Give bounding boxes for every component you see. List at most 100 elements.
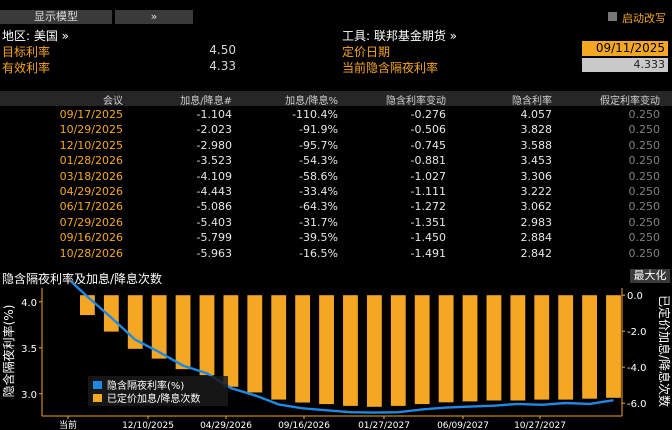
bar-mark [558, 295, 574, 400]
table-cell: 2.983 [520, 215, 553, 229]
table-row[interactable]: 07/29/2026 -5.403 -31.7% -1.351 2.983 0.250 [0, 215, 672, 230]
x-tick-label: 04/29/2026 [200, 421, 252, 430]
left-axis-title: 隐含隔夜利率(%) [1, 305, 16, 398]
table-cell: -54.3% [299, 154, 338, 168]
bar-mark [343, 295, 358, 406]
table-cell: -1.111 [410, 185, 446, 198]
left-tick-label: 3.5 [21, 344, 37, 355]
bar-mark [486, 295, 502, 401]
table-row[interactable]: 10/29/2025 -2.023 -91.9% -0.506 3.828 0.250 [0, 122, 672, 137]
table-cell: 3.306 [520, 169, 553, 183]
table-cell: -33.4% [299, 185, 338, 198]
table-cell: 0.250 [628, 200, 661, 214]
table-row[interactable]: 09/17/2025 -1.104 -110.4% -0.276 4.057 0.250 [0, 107, 672, 122]
table-cell: -110.4% [292, 108, 338, 121]
show-model-button[interactable]: 显示模型 [0, 10, 112, 24]
table-cell: 3.453 [520, 154, 553, 168]
bar-mark [175, 295, 191, 370]
column-header[interactable]: 会议 [103, 96, 123, 107]
column-header[interactable]: 隐含利率变动 [386, 96, 446, 107]
table-cell: 3.588 [520, 138, 553, 152]
maximize-button[interactable]: 最大化 [630, 269, 670, 283]
column-header[interactable]: 加息/降息# [180, 96, 232, 107]
table-row[interactable]: 12/10/2025 -2.980 -95.7% -0.745 3.588 0.250 [0, 138, 672, 153]
legend-label: 已定价加息/降息次数 [107, 392, 200, 405]
meeting-date-cell: 09/16/2026 [59, 231, 123, 245]
table-cell: -1.272 [410, 200, 446, 214]
table-row[interactable]: 06/17/2026 -5.086 -64.3% -1.272 3.062 0.250 [0, 199, 672, 214]
effective-rate-label: 有效利率 [2, 61, 51, 75]
bar-mark [319, 295, 334, 405]
bar-mark [151, 295, 167, 359]
column-header[interactable]: 假定利率变动 [600, 96, 660, 107]
table-cell: -1.104 [196, 108, 232, 121]
table-cell: 0.250 [628, 246, 661, 260]
chart-title: 隐含隔夜利率及加息/降息次数 [2, 272, 163, 286]
right-tick-label: -6.0 [627, 399, 647, 410]
launch-label[interactable]: 启动改写 [622, 12, 666, 25]
target-rate-value: 4.50 [209, 43, 236, 57]
table-cell: 2.842 [520, 246, 553, 260]
meeting-date-cell: 10/29/2025 [59, 123, 123, 137]
bar-mark [271, 295, 287, 400]
meeting-date-cell: 06/17/2026 [59, 200, 123, 214]
pricing-date-input[interactable]: 09/11/2025 [582, 41, 668, 56]
implied-rate-input[interactable]: 4.333 [582, 58, 668, 72]
table-cell: 3.222 [520, 185, 553, 198]
table-cell: -95.7% [299, 138, 338, 152]
table-cell: 0.250 [628, 108, 661, 121]
x-tick-label: 09/16/2026 [278, 421, 330, 430]
table-cell: -3.523 [196, 154, 232, 168]
column-header[interactable]: 加息/降息% [285, 96, 338, 107]
meeting-date-cell: 10/28/2026 [59, 246, 123, 260]
left-tick-label: 4.0 [21, 298, 37, 309]
table-cell: 0.250 [628, 231, 661, 245]
bar-mark [199, 295, 215, 376]
launch-checkbox[interactable] [608, 12, 617, 21]
x-tick-label: 12/10/2025 [122, 421, 174, 430]
table-cell: -1.450 [410, 231, 446, 245]
table-cell: -2.023 [196, 123, 232, 137]
table-cell: -1.027 [410, 169, 446, 183]
table-cell: -58.6% [299, 169, 338, 183]
right-axis-title: 已定价加息/降息次数 [657, 295, 672, 407]
bar-mark [606, 295, 621, 398]
table-cell: -0.745 [410, 138, 446, 152]
bar-mark [366, 295, 382, 407]
table-cell: -2.980 [196, 138, 232, 152]
table-cell: -1.491 [410, 246, 446, 260]
table-cell: 0.250 [628, 215, 661, 229]
target-rate-label: 目标利率 [2, 45, 51, 59]
table-cell: 0.250 [628, 154, 661, 168]
table-cell: 3.828 [520, 123, 553, 137]
table-row[interactable]: 10/28/2026 -5.963 -16.5% -1.491 2.842 0.250 [0, 246, 672, 261]
bar-mark [462, 295, 478, 402]
table-row[interactable]: 09/16/2026 -5.799 -39.5% -1.450 2.884 0.250 [0, 230, 672, 245]
bar-mark [534, 295, 550, 400]
bar-mark [582, 295, 597, 399]
effective-rate-value: 4.33 [209, 59, 236, 73]
table-row[interactable]: 03/18/2026 -4.109 -58.6% -1.027 3.306 0.250 [0, 169, 672, 184]
right-tick-label: 0.0 [627, 291, 643, 302]
table-cell: -5.403 [196, 215, 232, 229]
table-cell: 0.250 [628, 123, 661, 137]
table-cell: -16.5% [299, 246, 338, 260]
expand-button[interactable]: » [115, 10, 193, 24]
bar-mark [414, 295, 430, 405]
legend-box [88, 376, 228, 406]
table-cell: -5.086 [196, 200, 232, 214]
right-tick-label: -2.0 [627, 327, 647, 338]
table-cell: -5.963 [196, 246, 232, 260]
column-header[interactable]: 隐含利率 [512, 96, 552, 107]
table-cell: 4.057 [520, 108, 553, 121]
table-row[interactable]: 04/29/2026 -4.443 -33.4% -1.111 3.222 0.250 [0, 184, 672, 199]
instrument-selector[interactable]: 工具: 联邦基金期货 » [342, 29, 458, 43]
table-cell: -4.443 [196, 185, 232, 198]
table-cell: -0.506 [410, 123, 446, 137]
region-selector[interactable]: 地区: 美国 » [2, 29, 70, 43]
table-cell: -4.109 [196, 169, 232, 183]
table-cell: -31.7% [299, 215, 338, 229]
bar-mark [390, 295, 406, 406]
table-row[interactable]: 01/28/2026 -3.523 -54.3% -0.881 3.453 0.250 [0, 153, 672, 168]
x-tick-label: 当前 [59, 419, 77, 430]
